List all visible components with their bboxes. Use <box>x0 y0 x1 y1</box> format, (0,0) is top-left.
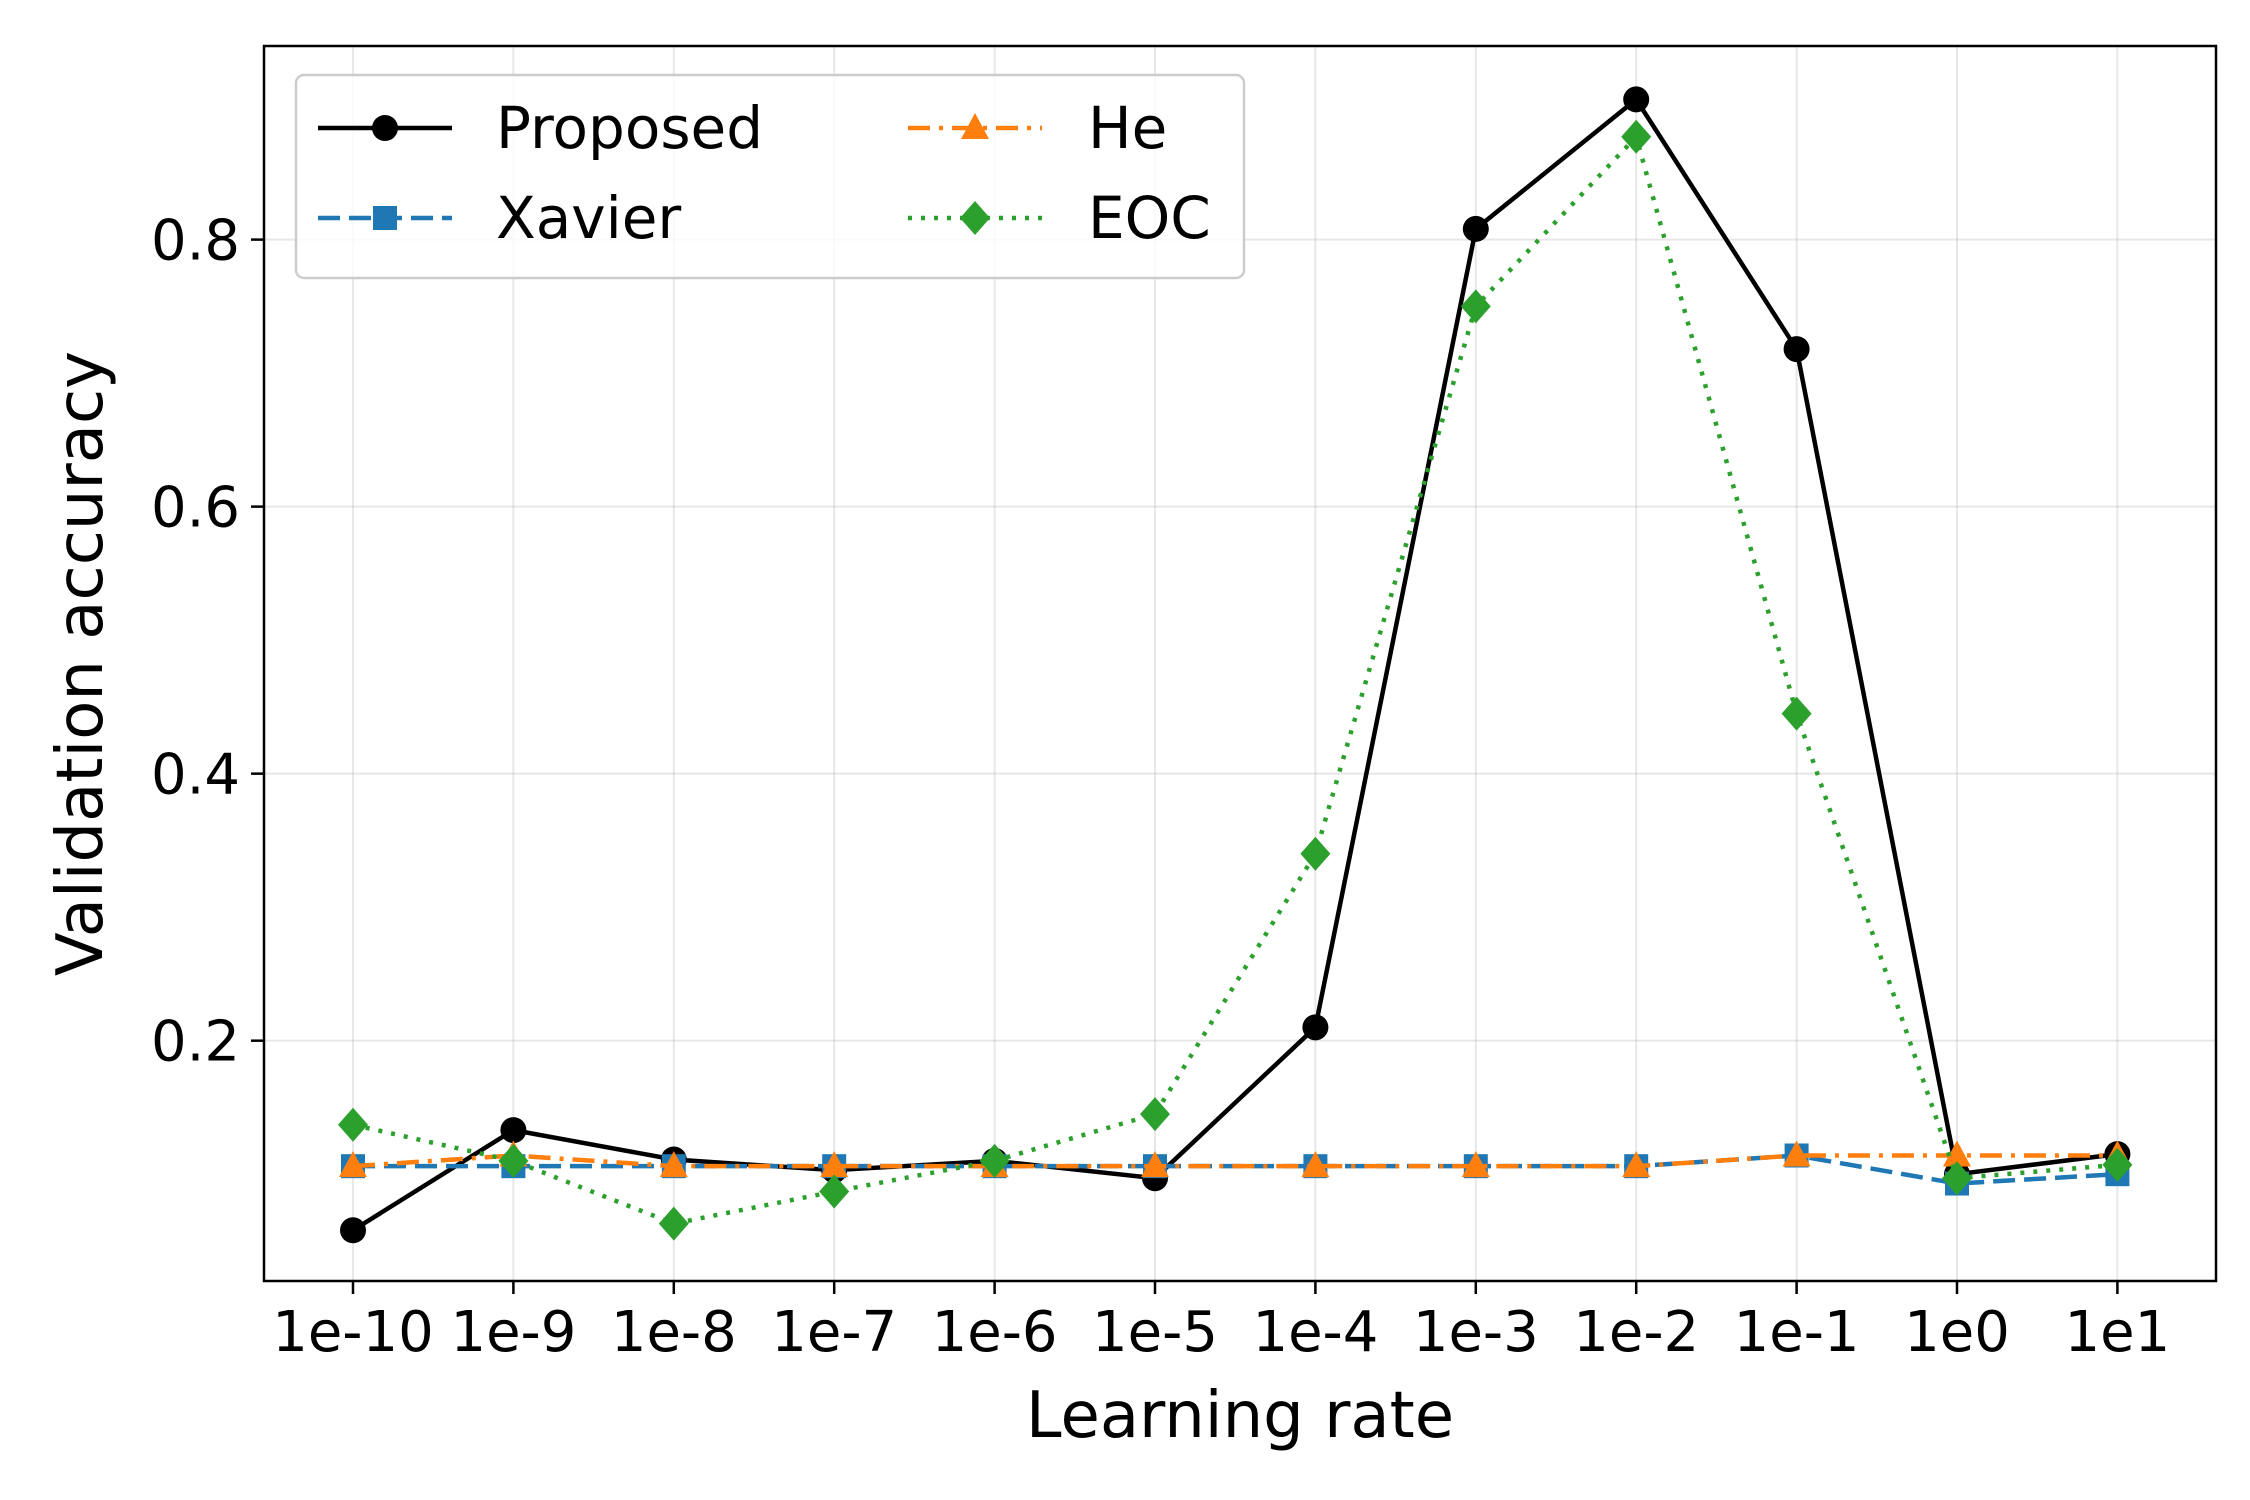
data-point <box>1623 86 1650 113</box>
data-point <box>819 1174 850 1209</box>
data-point <box>1140 1097 1170 1132</box>
plot-frame <box>262 44 2218 1283</box>
data-point <box>1301 1151 1330 1178</box>
x-tick-label: 1e-7 <box>771 1300 897 1365</box>
y-tick-label: 0.8 <box>151 209 240 274</box>
legend-item-he: He <box>908 94 1167 162</box>
data-point <box>1300 836 1331 871</box>
series-lines <box>338 86 2133 1244</box>
data-point <box>1621 119 1652 154</box>
legend-item-xavier: Xavier <box>318 184 681 252</box>
x-tick-label: 1e-8 <box>611 1300 737 1365</box>
legend-label: Xavier <box>496 184 681 252</box>
data-point <box>1781 696 1812 731</box>
data-point <box>979 1143 1010 1178</box>
data-point <box>1783 336 1810 363</box>
x-tick-label: 1e0 <box>1904 1300 2010 1365</box>
data-point <box>2102 1147 2133 1182</box>
axis-ticks: 1e-10 1e-9 1e-8 1e-7 1e-6 1e-5 1e-4 1e-3 1e-2 1e-… <box>151 209 2170 1365</box>
data-point <box>1942 1161 1972 1196</box>
y-tick-label: 0.6 <box>151 476 240 541</box>
series-line <box>351 97 2118 1233</box>
data-point <box>1461 1151 1490 1178</box>
x-tick-label: 1e-6 <box>932 1300 1058 1365</box>
series-line <box>352 1153 2118 1169</box>
data-point <box>820 1151 849 1178</box>
x-tick-label: 1e-5 <box>1092 1300 1218 1365</box>
legend-marker <box>373 206 397 230</box>
legend-marker <box>372 115 398 141</box>
legend: Proposed Xavier He EOC <box>294 73 1246 280</box>
x-tick-label: 1e-1 <box>1734 1300 1860 1365</box>
legend-marker <box>960 201 990 235</box>
data-point <box>1782 1140 1811 1167</box>
data-point <box>658 1206 689 1241</box>
data-point <box>1462 215 1489 242</box>
data-point <box>1302 1014 1329 1041</box>
x-tick-label: 1e-10 <box>272 1300 434 1365</box>
x-tick-label: 1e-9 <box>450 1300 576 1365</box>
legend-item-eoc: EOC <box>908 184 1211 252</box>
y-tick-label: 0.4 <box>151 743 240 808</box>
legend-label: EOC <box>1088 184 1211 252</box>
data-point <box>1141 1151 1169 1178</box>
legend-label: Proposed <box>496 94 763 162</box>
x-tick-label: 1e-4 <box>1252 1300 1378 1365</box>
data-point <box>498 1143 529 1178</box>
data-point <box>500 1117 527 1144</box>
legend-marker <box>961 113 989 139</box>
y-tick-label: 0.2 <box>151 1010 240 1075</box>
x-axis-label: Learning rate <box>1026 1379 1454 1453</box>
x-tick-label: 1e1 <box>2065 1300 2171 1365</box>
y-axis-label: Validation accuracy <box>44 351 118 976</box>
data-point <box>1460 289 1491 324</box>
data-point <box>338 1107 368 1142</box>
x-tick-label: 1e-3 <box>1413 1300 1539 1365</box>
legend-label: He <box>1088 94 1167 162</box>
data-point <box>1622 1151 1651 1178</box>
data-point <box>1943 1140 1971 1167</box>
data-point <box>340 1217 366 1244</box>
data-point <box>659 1151 688 1178</box>
x-tick-label: 1e-2 <box>1573 1300 1699 1365</box>
data-point <box>339 1151 367 1178</box>
series-eoc <box>338 119 2133 1241</box>
legend-item-proposed: Proposed <box>318 94 763 162</box>
